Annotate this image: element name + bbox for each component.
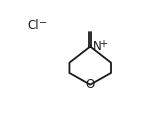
Text: N: N (93, 40, 101, 53)
Text: −: − (39, 17, 48, 27)
Text: +: + (99, 39, 107, 49)
Text: Cl: Cl (28, 19, 39, 32)
Text: O: O (86, 78, 95, 91)
